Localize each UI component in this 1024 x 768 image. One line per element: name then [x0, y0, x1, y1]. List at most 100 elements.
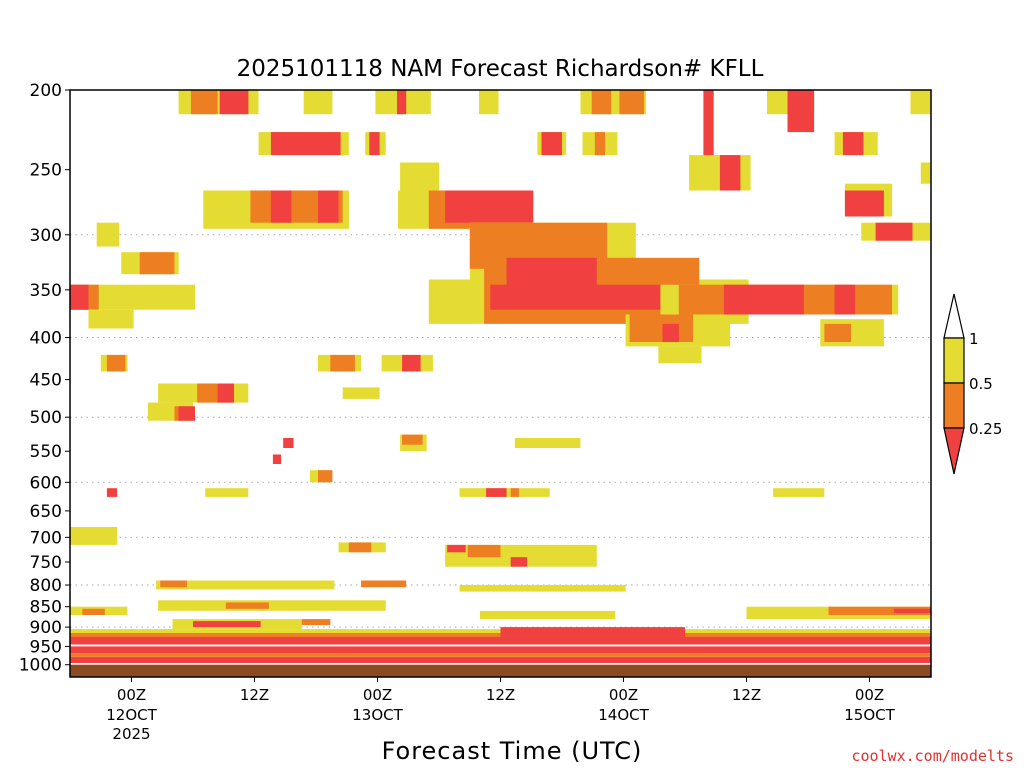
- x-tick-label-4-0: 00Z: [609, 686, 638, 704]
- heatmap-cell-0p5_1-42: [96, 222, 120, 247]
- heatmap-cell-lt_0p25-86: [486, 488, 507, 497]
- heatmap-cell-0p25_0p5-78: [402, 434, 423, 445]
- y-tick-label-400: 400: [30, 329, 62, 349]
- heatmap-cell-0p5_1-3: [303, 90, 333, 115]
- heatmap-cell-0p5_1-88: [773, 488, 825, 497]
- heatmap-cell-lt_0p25-12: [787, 90, 815, 133]
- heatmap-cell-lt_0p25-57: [723, 284, 804, 315]
- heatmap-cell-lt_0p25-113: [70, 636, 931, 645]
- y-tick-label-300: 300: [30, 226, 62, 246]
- x-tick-label-0-1: 12OCT: [106, 706, 157, 724]
- heatmap-cell-0p25_0p5-117: [70, 653, 931, 657]
- heatmap-cell-0p5_1-48: [88, 309, 134, 329]
- y-tick-label-200: 200: [30, 81, 62, 101]
- y-tick-label-550: 550: [30, 442, 62, 462]
- x-tick-label-6-0: 00Z: [855, 686, 884, 704]
- heatmap-cell-lt_0p25-66: [402, 354, 421, 372]
- y-tick-label-700: 700: [30, 528, 62, 548]
- heatmap-cell-0p25_0p5-94: [467, 544, 501, 558]
- heatmap-cell-0p25_0p5-50: [106, 354, 126, 372]
- credit-text: coolwx.com/modelts: [851, 747, 1014, 765]
- y-tick-label-450: 450: [30, 371, 62, 391]
- heatmap-cell-0p25_0p5-68: [330, 354, 355, 372]
- x-axis-label: Forecast Time (UTC): [382, 737, 643, 765]
- heatmap-cell-lt_0p25-116: [70, 656, 931, 663]
- heatmap-cell-lt_0p25-114: [500, 627, 685, 637]
- heatmap-cell-lt_0p25-115: [70, 646, 931, 654]
- colorbar-label-0.5: 0.5: [969, 375, 993, 393]
- heatmap-cell-0p25_0p5-110: [301, 619, 331, 626]
- colorbar-yellow-box: [943, 337, 965, 384]
- heatmap-cell-0p25_0p5-98: [361, 580, 407, 588]
- heatmap-cell-0p5_1-100: [158, 600, 386, 611]
- x-tick-label-3-0: 12Z: [486, 686, 515, 704]
- x-tick-label-2-1: 13OCT: [352, 706, 403, 724]
- heatmap-cell-lt_0p25-61: [662, 323, 679, 342]
- heatmap-cell-0p25_0p5-64: [824, 323, 852, 342]
- heatmap-cell-lt_0p25-33: [270, 190, 292, 223]
- y-tick-label-250: 250: [30, 161, 62, 181]
- heatmap-cell-0p25_0p5-91: [348, 542, 372, 553]
- colorbar-bottom-triangle: [943, 427, 965, 475]
- heatmap-cell-0p5_1-107: [480, 610, 616, 620]
- x-tick-label-2-0: 00Z: [363, 686, 392, 704]
- heatmap-cell-0p5_1-30: [920, 162, 932, 184]
- heatmap-cell-0p5_1-24: [689, 155, 751, 191]
- heatmap-cell-0p25_0p5-1: [190, 90, 218, 115]
- chart-title: 2025101118 NAM Forecast Richardson# KFLL: [237, 56, 764, 82]
- heatmap-cell-lt_0p25-10: [703, 90, 714, 184]
- heatmap-cell-lt_0p25-83: [106, 488, 118, 497]
- heatmap-cell-0p5_1-6: [479, 90, 499, 115]
- heatmap-cell-lt_0p25-106: [894, 608, 931, 613]
- heatmap-cell-lt_0p25-41: [875, 222, 913, 241]
- y-tick-label-850: 850: [30, 598, 62, 618]
- y-tick-label-1000: 1000: [19, 656, 62, 676]
- pressure-axis: 200 250 300 350 400 450 500 550 600 650 700 750 8008…: [19, 81, 70, 676]
- heatmap-cell-lt_0p25-29: [844, 190, 884, 217]
- heatmap-cell-0p5_1-89: [70, 527, 118, 545]
- colorbar-label-0.25: 0.25: [969, 420, 1002, 438]
- y-tick-label-650: 650: [30, 502, 62, 522]
- heatmap-cell-lt_0p25-17: [369, 132, 380, 156]
- heatmap-cell-0p5_1-99: [459, 585, 626, 592]
- heatmap-cell-0p25_0p5-60: [629, 314, 694, 342]
- heatmap-cell-0p25_0p5-105: [828, 606, 931, 615]
- heatmap-cell-0p5_1-62: [658, 346, 702, 364]
- y-tick-label-500: 500: [30, 408, 62, 428]
- colorbar-top-triangle: [943, 293, 965, 339]
- x-tick-label-0-0: 00Z: [117, 686, 146, 704]
- heatmap-cell-lt_0p25-2: [219, 90, 249, 115]
- heatmap-cell-lt_0p25-95: [510, 557, 528, 567]
- heatmap-cell-0p5_1-96: [156, 580, 335, 590]
- heatmap-cell-0p5_1-76: [514, 438, 581, 448]
- heatmap-cell-lt_0p25-58: [834, 284, 856, 315]
- heatmap-cell-0p25_0p5-82: [318, 470, 333, 483]
- x-tick-label-4-1: 14OCT: [598, 706, 649, 724]
- x-tick-label-5-0: 12Z: [732, 686, 761, 704]
- heatmap-cell-0p25_0p5-9: [619, 90, 644, 115]
- heatmap-cell-0p25_0p5-97: [160, 580, 187, 588]
- heatmap-cell-lt_0p25-93: [447, 544, 466, 553]
- colorbar-label-1: 1: [969, 330, 979, 348]
- heatmap-cell-0p5_1-84: [205, 488, 249, 497]
- heatmap-cell-lt_0p25-34: [318, 190, 339, 223]
- heatmap-cell-0p25_0p5-101: [225, 602, 269, 609]
- heatmap-cell-lt_0p25-5: [397, 90, 407, 115]
- heatmap-cell-0p25_0p5-103: [82, 608, 105, 615]
- x-tick-label-6-1: 15OCT: [844, 706, 895, 724]
- heatmap-cell-lt_0p25-109: [193, 621, 261, 628]
- heatmap-cell-lt_0p25-27: [842, 132, 864, 156]
- heatmap-cell-0p25_0p5-87: [510, 488, 519, 497]
- y-tick-label-600: 600: [30, 473, 62, 493]
- colorbar-orange-box: [943, 382, 965, 429]
- heatmap-cell-lt_0p25-19: [541, 132, 562, 156]
- heatmap-cell-0p5_1-13: [910, 90, 931, 115]
- heatmap-cell-0p25_0p5-21: [594, 132, 605, 156]
- y-tick-label-900: 900: [30, 618, 62, 638]
- heatmap-cells: [70, 90, 932, 677]
- heatmap-cell-lt_0p25-15: [270, 132, 341, 156]
- heatmap-cell-lt_0p25-71: [217, 383, 234, 403]
- y-tick-label-750: 750: [30, 553, 62, 573]
